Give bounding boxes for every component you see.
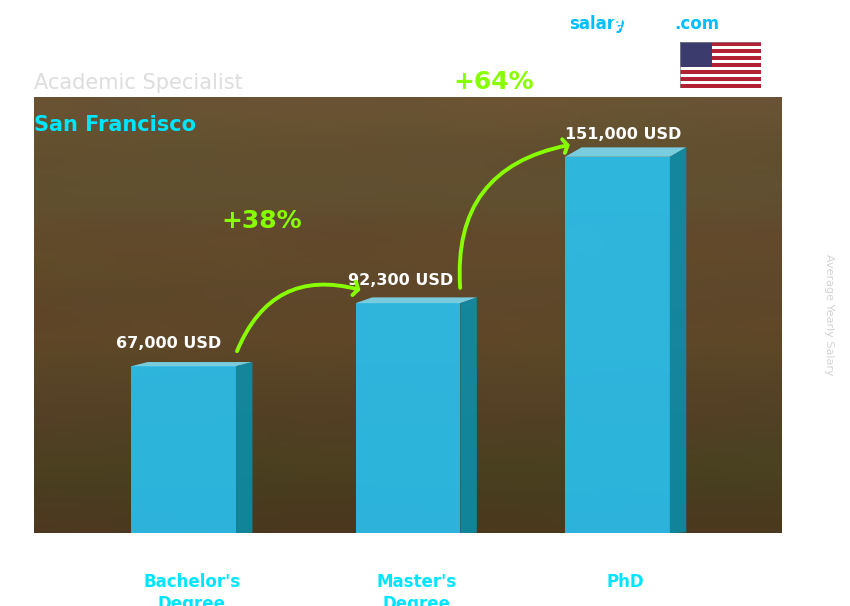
Bar	[680, 64, 761, 67]
Bar	[680, 53, 761, 56]
Polygon shape	[565, 147, 686, 157]
Bar	[680, 42, 761, 46]
Polygon shape	[236, 362, 252, 533]
Text: Bachelor's
Degree: Bachelor's Degree	[144, 573, 241, 606]
Text: Average Yearly Salary: Average Yearly Salary	[824, 255, 834, 376]
Polygon shape	[461, 298, 477, 533]
Text: +38%: +38%	[222, 209, 303, 233]
Text: Academic Specialist: Academic Specialist	[34, 73, 243, 93]
Text: Salary Comparison By Education: Salary Comparison By Education	[34, 18, 591, 47]
Text: salary: salary	[570, 15, 626, 33]
Bar	[680, 46, 761, 50]
Polygon shape	[131, 362, 252, 366]
Polygon shape	[670, 147, 686, 533]
Bar	[680, 70, 761, 74]
Text: PhD: PhD	[607, 573, 644, 591]
Bar	[680, 56, 761, 60]
Polygon shape	[355, 298, 477, 303]
Bar	[680, 67, 761, 70]
Text: explorer: explorer	[610, 15, 689, 33]
Bar	[680, 84, 761, 88]
Bar	[680, 74, 761, 78]
Text: 67,000 USD: 67,000 USD	[116, 336, 222, 351]
Bar	[680, 50, 761, 53]
Text: .com: .com	[674, 15, 719, 33]
Text: Master's
Degree: Master's Degree	[377, 573, 456, 606]
Bar	[355, 303, 461, 533]
Bar	[131, 366, 236, 533]
Text: San Francisco: San Francisco	[34, 115, 196, 135]
Bar	[680, 42, 712, 67]
Text: 151,000 USD: 151,000 USD	[565, 127, 682, 142]
Text: 92,300 USD: 92,300 USD	[348, 273, 453, 288]
Bar	[680, 60, 761, 64]
Text: +64%: +64%	[454, 70, 535, 94]
Bar	[680, 78, 761, 81]
Bar	[565, 157, 670, 533]
Bar	[680, 81, 761, 84]
